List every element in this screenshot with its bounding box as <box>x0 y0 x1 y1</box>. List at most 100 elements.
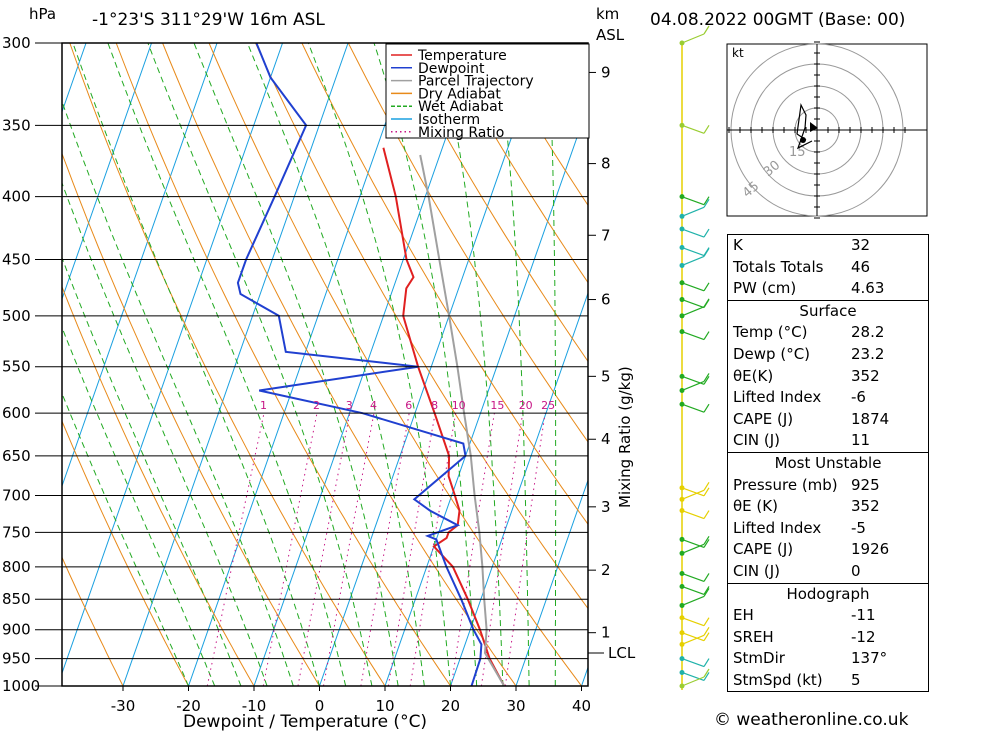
hodograph-table-header: Hodograph <box>728 582 928 606</box>
wind-barb-staff <box>681 543 705 554</box>
wind-barb-flag <box>703 617 710 627</box>
hodograph-param-row: EH -11 <box>728 605 928 627</box>
most-unstable-label: θE (K) <box>733 497 778 516</box>
dry-adiabat-line <box>69 43 386 686</box>
pressure-tick-label: 400 <box>2 188 31 206</box>
hodograph-point <box>800 137 806 143</box>
wind-barb-staff <box>681 595 705 607</box>
surface-row: θE(K) 352 <box>728 366 928 388</box>
most-unstable-row: θE (K) 352 <box>728 496 928 518</box>
wind-barb-flag <box>703 535 710 545</box>
index-row: PW (cm) 4.63 <box>728 278 928 300</box>
wind-barb-staff <box>681 403 705 413</box>
surface-label: Temp (°C) <box>733 323 808 342</box>
wind-barb-flag <box>703 373 710 382</box>
wind-barb-flag <box>703 588 710 597</box>
height-axis: 9 8 7 6 5 4 3 2 1 <box>588 63 611 642</box>
legend-label: Wet Adiabat <box>418 99 504 115</box>
pressure-tick-label: 450 <box>2 251 31 269</box>
pressure-tick-label: 950 <box>2 650 31 668</box>
pressure-tick-label: 750 <box>2 523 31 541</box>
wind-barb-staff <box>681 228 705 238</box>
pressure-tick-label: 500 <box>2 307 31 325</box>
surface-label: CIN (J) <box>733 431 781 450</box>
legend-label: Isotherm <box>418 112 480 128</box>
index-value: 4.63 <box>851 279 885 298</box>
isotherm-line <box>319 43 546 686</box>
wind-barb-flag <box>703 487 710 497</box>
mixing-ratio-line <box>387 413 436 686</box>
copyright: © weatheronline.co.uk <box>714 710 909 730</box>
height-tick-label: 1 <box>601 624 611 642</box>
wind-barb-flag <box>703 672 710 681</box>
wind-barb-flag <box>703 196 710 205</box>
isotherm-line <box>515 478 588 686</box>
temperature-tick-label: -10 <box>242 697 267 715</box>
hodograph-param-value: -11 <box>851 606 876 625</box>
wind-barb-flag <box>703 658 710 667</box>
wind-barb-staff <box>681 255 705 267</box>
legend-label: Mixing Ratio <box>418 125 504 141</box>
dry-adiabat-line <box>62 285 255 686</box>
wind-barb-flag <box>703 627 710 636</box>
most-unstable-header: Most Unstable <box>728 451 928 475</box>
wind-barb-flag <box>703 539 710 548</box>
temperature-line <box>382 147 506 686</box>
mixing-ratio-label: 2 <box>313 399 320 412</box>
wind-barb-staff <box>681 487 705 497</box>
temperature-axis: -30 -20 -10 0 10 20 30 40 <box>111 686 591 715</box>
wind-barb-staff <box>681 671 705 682</box>
most-unstable-label: CAPE (J) <box>733 540 794 559</box>
wind-barb-flag <box>703 248 710 257</box>
dry-adiabat-line <box>62 152 320 686</box>
pressure-tick-label: 800 <box>2 558 31 576</box>
wind-barb-staff <box>681 33 705 44</box>
wind-barb-staff <box>681 509 705 520</box>
wind-barb-flag <box>703 668 710 678</box>
pressure-tick-label: 350 <box>2 116 31 134</box>
most-unstable-label: CIN (J) <box>733 561 781 580</box>
wind-barb-flag <box>703 510 710 519</box>
wind-barb-staff <box>681 489 705 500</box>
surface-label: θE(K) <box>733 366 774 385</box>
wind-barb-flag <box>703 198 710 208</box>
wind-profile <box>679 25 710 690</box>
surface-label: Lifted Index <box>733 388 822 407</box>
mixing-ratio-line <box>323 413 375 686</box>
dry-adiabat-line <box>952 43 1000 686</box>
temperature-tick-label: 0 <box>315 697 325 715</box>
most-unstable-value: 925 <box>851 475 880 494</box>
hodograph-param-row: StmDir 137° <box>728 648 928 670</box>
mixing-ratio-line <box>262 413 318 686</box>
index-row: Totals Totals 46 <box>728 257 928 279</box>
most-unstable-label: Pressure (mb) <box>733 475 838 494</box>
temperature-tick-label: -20 <box>176 697 201 715</box>
index-value: 46 <box>851 257 871 276</box>
surface-row: CAPE (J) 1874 <box>728 409 928 431</box>
surface-row: Temp (°C) 28.2 <box>728 322 928 344</box>
wind-barb-staff <box>681 306 705 317</box>
wet-adiabat-line <box>62 256 242 686</box>
plot-frame <box>61 42 589 687</box>
wind-barb-flag <box>703 403 710 413</box>
surface-value: 1874 <box>851 409 890 428</box>
wind-barb-dot <box>679 508 685 514</box>
mixing-ratio-label: 25 <box>541 399 555 412</box>
indices-table: K 32 Totals Totals 46 PW (cm) 4.63 Surface Te… <box>727 234 929 693</box>
height-tick-label: 6 <box>601 291 611 309</box>
wind-barb-staff <box>681 634 705 645</box>
wind-barb-flag <box>703 125 710 134</box>
km-unit-label: km <box>596 5 619 23</box>
pressure-tick-label: 600 <box>2 404 31 422</box>
mixing-ratio-label: 8 <box>431 399 438 412</box>
isotherm-line <box>62 43 284 675</box>
dry-adiabat-line <box>347 43 588 443</box>
mixing-ratio-label: 3 <box>346 399 353 412</box>
most-unstable-row: Pressure (mb) 925 <box>728 475 928 497</box>
wind-barb-flag <box>703 298 710 308</box>
temperature-tick-label: 40 <box>572 697 591 715</box>
temperature-tick-label: 30 <box>506 697 525 715</box>
datetime-title: 04.08.2022 00GMT (Base: 00) <box>650 10 905 30</box>
